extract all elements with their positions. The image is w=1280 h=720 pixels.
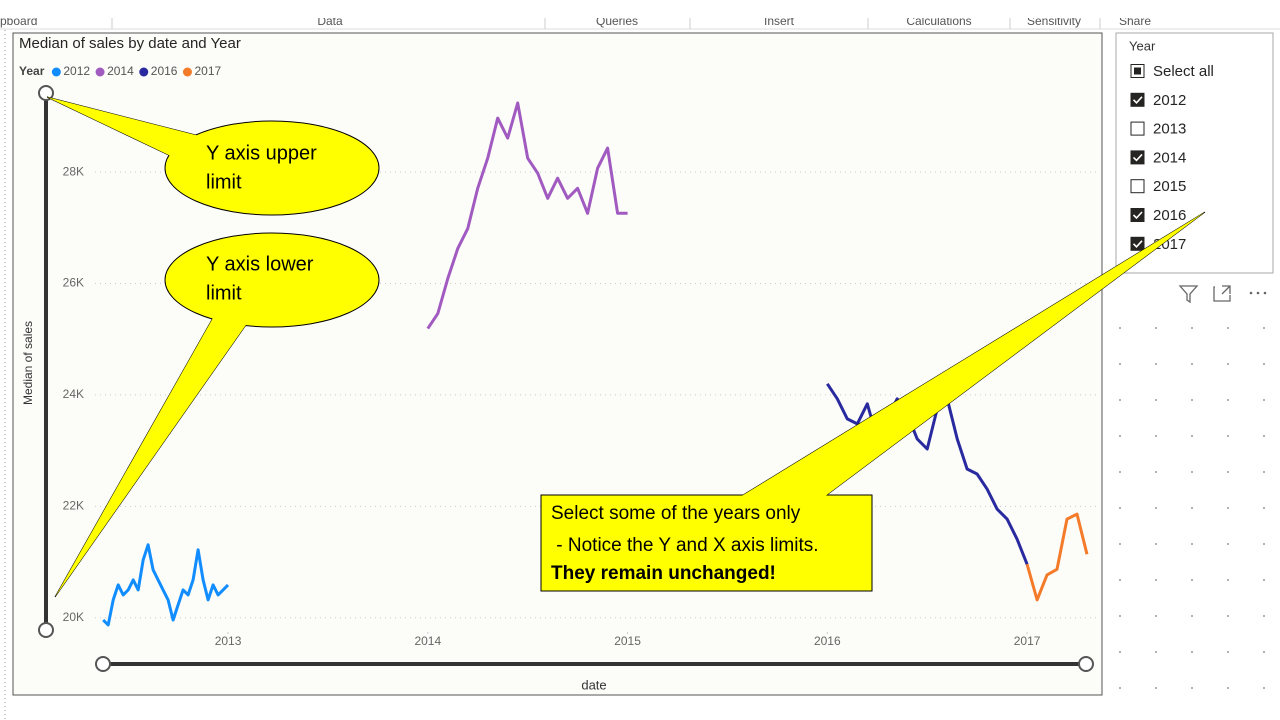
x-slider [95,656,1094,672]
checkmark [1132,240,1143,248]
slider-handle[interactable] [1078,656,1094,672]
slicer-item: Select all [1153,63,1214,80]
series-line [1025,512,1089,602]
x-axis-label: date [581,677,606,692]
legend-title: Year [19,64,45,78]
callout-lower: Y axis lower limit [54,232,380,598]
x-tick-label: 2017 [1014,634,1041,648]
slicer-item: 2015 [1153,178,1186,195]
checkmark [1132,96,1143,104]
y-tick-label: 22K [63,499,84,513]
ribbon: pboard Data Queries Insert Calculations … [0,0,1280,30]
legend-label: 2017 [194,64,221,78]
callout-note: Select some of the years only - Notice t… [540,211,1206,592]
y-tick-label: 24K [63,387,84,401]
legend-marker [95,67,105,77]
y-slider [38,85,54,638]
slicer-item: 2013 [1153,121,1186,138]
legend-marker [51,67,61,77]
legend-label: 2016 [151,64,178,78]
x-tick-label: 2015 [614,634,641,648]
checkbox[interactable] [1130,92,1145,107]
slicer-item: 2016 [1153,207,1186,224]
legend-marker [139,67,149,77]
visual-icons [1178,285,1267,304]
callout-box [540,494,873,592]
more-icon[interactable] [1249,291,1267,295]
callout-pointer-fill [55,302,262,597]
checkbox[interactable] [1130,179,1145,194]
y-axis-label: Median of sales [21,321,35,405]
callout-text: limit [206,282,242,304]
callout-pointer-fill [735,212,1205,500]
slider-handle[interactable] [38,622,54,638]
series-line [102,543,230,627]
callout-text: Y axis lower [206,253,314,275]
callout-pointer-fill [47,97,215,170]
callout-bubble [164,120,380,216]
callout-text: Select some of the years only [551,503,801,524]
y-tick-label: 26K [63,276,84,290]
callout-text: limit [206,171,242,193]
slicer-item: 2012 [1153,92,1186,109]
slicer-title: Year [1129,38,1156,53]
series-line [426,101,628,330]
checkbox[interactable] [1130,150,1145,165]
checkmark [1132,211,1143,220]
chart-title: Median of sales by date and Year [19,35,241,52]
legend-label: 2012 [63,64,90,78]
callout-text: They remain unchanged! [551,563,776,584]
y-tick-label: 28K [63,164,84,178]
x-tick-label: 2013 [215,634,242,648]
callout-text: - Notice the Y and X axis limits. [551,535,819,556]
legend-label: 2014 [107,64,134,78]
checkbox[interactable] [1130,236,1145,251]
callout-text: Y axis upper [206,142,317,164]
checkmark [1132,153,1143,162]
legend-marker [182,67,192,77]
callout-upper: Y axis upper limit [46,96,380,216]
slider-handle[interactable] [38,85,54,101]
checkbox[interactable] [1130,121,1145,136]
series-line [826,382,1029,565]
focus-icon[interactable] [1213,285,1231,302]
slicer-item: 2014 [1153,149,1186,166]
ribbon-cover [0,0,1280,18]
canvas-dots [1110,312,1280,720]
x-tick-label: 2014 [414,634,441,648]
filter-icon[interactable] [1178,285,1199,304]
x-tick-label: 2016 [814,634,841,648]
partial-mark [1134,67,1141,75]
slider-handle[interactable] [95,656,111,672]
y-tick-label: 20K [63,610,84,624]
checkbox[interactable] [1130,208,1145,222]
callout-bubble [164,232,380,328]
